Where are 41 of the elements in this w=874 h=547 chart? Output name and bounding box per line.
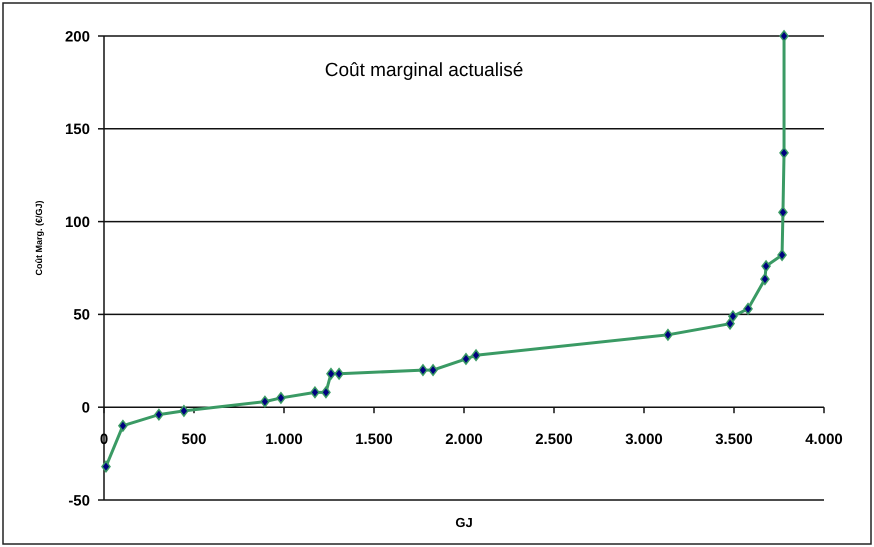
y-tick-label: 200 xyxy=(64,28,90,46)
point xyxy=(471,349,481,362)
point xyxy=(101,460,111,473)
x-axis-title: GJ xyxy=(455,515,473,530)
y-axis-title: Coût Marg. (€/GJ) xyxy=(34,200,44,276)
point xyxy=(334,368,344,380)
y-tick-label: 100 xyxy=(64,214,90,231)
point xyxy=(321,386,331,398)
y-tick-label: -50 xyxy=(68,492,90,510)
point xyxy=(761,260,771,272)
x-tick-label: 500 xyxy=(181,431,207,448)
point xyxy=(154,408,164,421)
text: Coût marginal actualisé xyxy=(324,60,524,81)
point xyxy=(743,302,753,315)
y-tick-label: 150 xyxy=(64,121,90,138)
x-tick-label: 1.500 xyxy=(355,431,393,448)
y-tick-label: 50 xyxy=(73,306,90,324)
point xyxy=(779,30,789,42)
x-tick-label: 3.500 xyxy=(715,431,753,448)
point xyxy=(276,392,286,404)
point xyxy=(760,273,770,286)
x-tick-label: 2.500 xyxy=(535,431,573,448)
x-tick-label: 1.000 xyxy=(265,431,303,448)
point xyxy=(179,404,189,417)
y-tick-label: 0 xyxy=(82,399,90,416)
point xyxy=(725,318,735,330)
point xyxy=(728,310,738,322)
point xyxy=(310,386,320,398)
point xyxy=(260,396,270,408)
x-tick-label: 3.000 xyxy=(625,431,663,448)
point xyxy=(461,352,471,365)
x-tick-label: 2.000 xyxy=(445,431,483,448)
point xyxy=(118,420,128,432)
x-tick-label: 4.000 xyxy=(805,431,843,448)
point xyxy=(779,146,789,159)
point xyxy=(777,249,787,261)
point xyxy=(663,328,673,341)
point xyxy=(778,206,788,218)
point xyxy=(428,364,438,376)
point xyxy=(418,364,428,376)
point xyxy=(326,368,336,380)
